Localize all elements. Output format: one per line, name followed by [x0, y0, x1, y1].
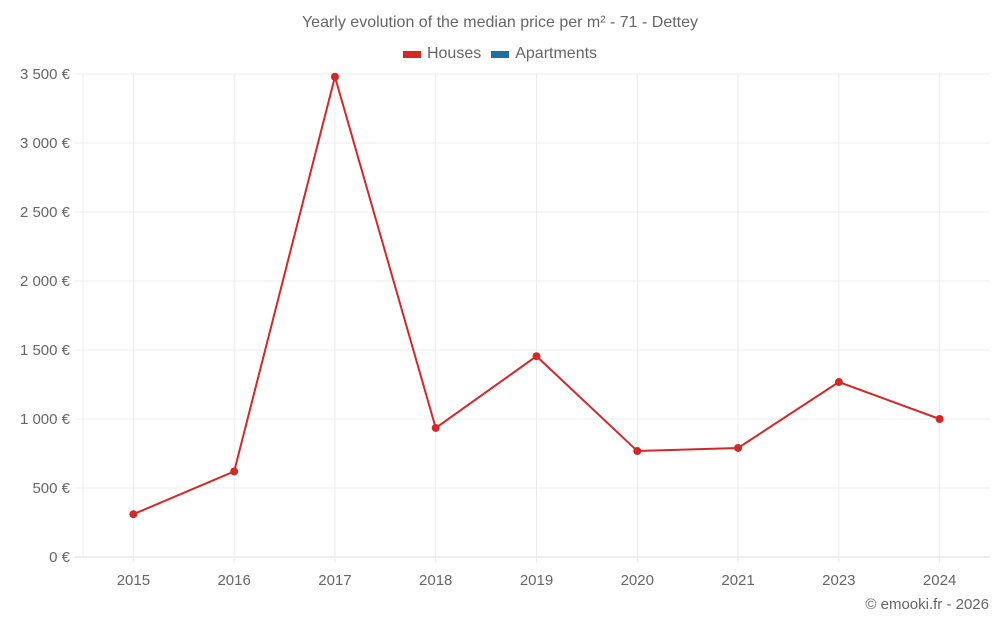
legend-item-apartments[interactable]: Apartments — [491, 45, 597, 63]
legend-item-houses[interactable]: Houses — [402, 45, 482, 63]
data-point[interactable] — [734, 443, 743, 452]
y-tick-label: 3 000 € — [20, 135, 71, 152]
houses-series — [129, 72, 944, 519]
data-point[interactable] — [230, 467, 239, 476]
y-tick-label: 2 500 € — [20, 204, 71, 221]
x-tick-label: 2017 — [318, 572, 351, 589]
y-tick-label: 3 500 € — [20, 66, 71, 83]
data-point[interactable] — [633, 447, 642, 456]
x-tick-label: 2015 — [117, 572, 150, 589]
copyright-footer: © emooki.fr - 2026 — [865, 596, 989, 613]
grid-lines — [75, 73, 990, 563]
data-point[interactable] — [330, 72, 339, 81]
x-tick-label: 2018 — [419, 572, 452, 589]
data-point[interactable] — [129, 510, 138, 519]
legend-label-apartments: Apartments — [515, 45, 598, 62]
houses-swatch-icon — [402, 50, 421, 58]
data-point[interactable] — [834, 378, 843, 387]
x-tick-label: 2020 — [621, 572, 654, 589]
y-tick-label: 0 € — [49, 549, 71, 566]
x-tick-label: 2023 — [822, 572, 855, 589]
y-axis: 0 € 500 € 1 000 € 1 500 € 2 000 € 2 500 € 3 00… — [20, 66, 71, 566]
x-axis: 2015 2016 2017 2018 2019 2020 2021 2023 2024 — [117, 572, 957, 589]
legend-label-houses: Houses — [426, 45, 482, 62]
apartments-swatch-icon — [491, 50, 510, 58]
y-tick-label: 2 000 € — [20, 273, 71, 290]
legend: Houses Apartments — [0, 45, 1000, 63]
data-point[interactable] — [431, 423, 440, 432]
x-tick-label: 2019 — [520, 572, 553, 589]
x-tick-label: 2021 — [721, 572, 754, 589]
data-point[interactable] — [935, 415, 944, 423]
chart-title: Yearly evolution of the median price per… — [301, 14, 699, 31]
y-tick-label: 1 500 € — [20, 342, 71, 359]
data-point[interactable] — [532, 352, 541, 361]
x-tick-label: 2024 — [923, 572, 956, 589]
y-tick-label: 1 000 € — [20, 411, 71, 428]
y-tick-label: 500 € — [32, 480, 70, 497]
x-tick-label: 2016 — [217, 572, 250, 589]
